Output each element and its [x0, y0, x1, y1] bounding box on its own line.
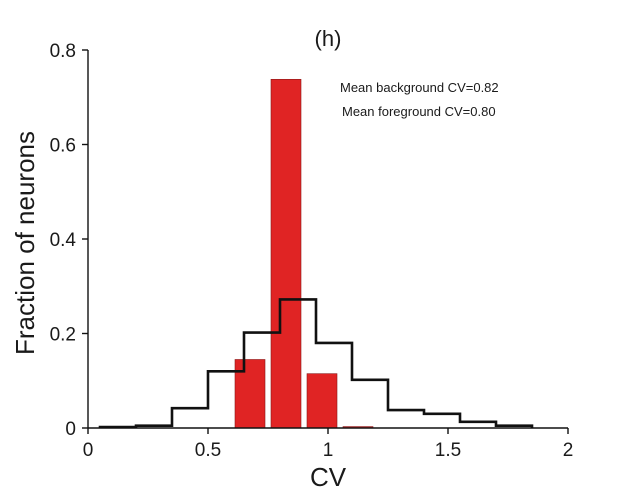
step-layer [98, 298, 534, 429]
axes-layer: 0 0.5 1 1.5 2 0 0.2 0.4 0.6 0.8 [50, 41, 574, 461]
x-tick-label: 1.5 [435, 440, 461, 461]
y-tick-label: 0.2 [50, 325, 76, 346]
chart-title: (h) [315, 26, 342, 51]
histogram-bar [270, 78, 302, 429]
x-tick-label: 0 [83, 440, 94, 461]
x-tick-label: 0.5 [195, 440, 221, 461]
x-tick-label: 1 [323, 440, 334, 461]
y-axis-label: Fraction of neurons [10, 131, 40, 355]
y-tick-label: 0.8 [50, 41, 76, 62]
y-tick-label: 0.4 [50, 230, 77, 251]
annotation-foreground-cv: Mean foreground CV=0.80 [342, 104, 496, 119]
bars-layer [234, 78, 374, 429]
x-tick-label: 2 [563, 440, 574, 461]
histogram-bar [306, 373, 338, 429]
annotation-background-cv: Mean background CV=0.82 [340, 80, 499, 95]
x-axis-label: CV [310, 462, 347, 488]
step-histogram-line [98, 298, 534, 429]
histogram-bar [234, 359, 266, 429]
y-tick-label: 0 [65, 419, 76, 440]
y-tick-label: 0.6 [50, 136, 76, 157]
